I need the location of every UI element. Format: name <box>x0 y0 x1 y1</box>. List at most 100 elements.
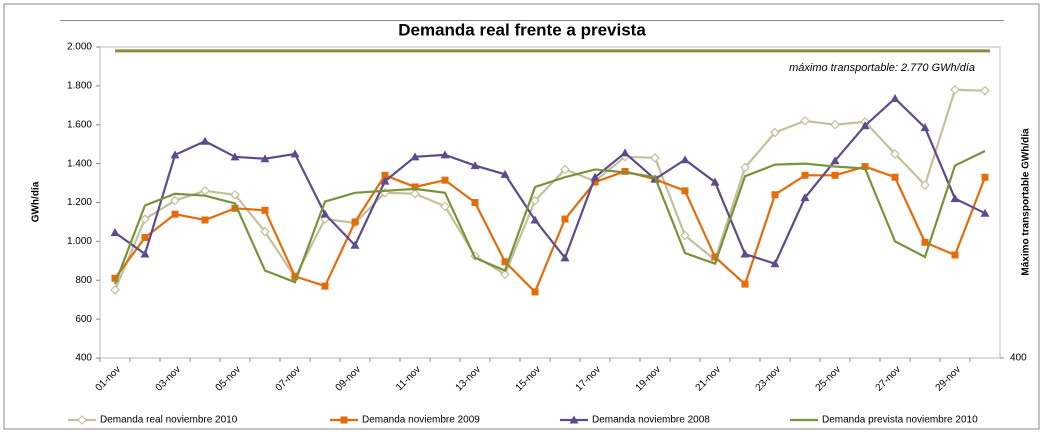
y-tick-label: 600 <box>75 314 92 325</box>
marker <box>560 164 570 175</box>
marker <box>231 204 239 212</box>
marker <box>441 176 449 184</box>
x-tick-label: 21-nov <box>694 364 723 393</box>
y-tick-label: 400 <box>75 353 92 364</box>
marker <box>860 121 870 130</box>
marker <box>771 191 779 199</box>
marker <box>920 123 930 132</box>
marker <box>170 195 180 206</box>
marker <box>980 208 990 217</box>
marker <box>260 226 270 237</box>
x-tick-label: 15-nov <box>514 364 543 393</box>
marker <box>230 189 240 200</box>
marker <box>170 150 180 159</box>
marker <box>650 152 660 163</box>
marker <box>561 215 569 223</box>
marker <box>770 127 780 138</box>
marker <box>531 288 539 296</box>
marker <box>230 152 240 161</box>
marker <box>351 218 359 226</box>
series-line <box>114 165 987 294</box>
y-tick-label: 1.800 <box>67 81 92 92</box>
marker <box>711 253 719 261</box>
chart-border <box>3 3 1040 430</box>
y2-tick-label: 400 <box>1010 353 1027 364</box>
y-tick-label: 1.200 <box>67 197 92 208</box>
x-tick-label: 03-nov <box>154 364 183 393</box>
marker <box>381 171 389 179</box>
marker <box>830 119 840 130</box>
marker <box>950 84 960 95</box>
marker <box>591 178 599 186</box>
marker <box>980 85 990 96</box>
series-line <box>114 97 986 266</box>
y-tick-label: 1.000 <box>67 236 92 247</box>
marker <box>710 177 720 186</box>
marker <box>321 282 329 290</box>
marker <box>171 210 179 218</box>
marker <box>350 240 360 249</box>
marker <box>320 209 330 218</box>
marker <box>891 173 899 181</box>
legend-label: Demanda noviembre 2009 <box>362 415 480 426</box>
marker <box>340 416 348 424</box>
marker <box>410 152 420 161</box>
marker <box>77 415 87 425</box>
marker <box>920 180 930 190</box>
marker <box>260 154 270 163</box>
marker <box>950 194 960 203</box>
x-tick-label: 09-nov <box>334 364 363 393</box>
x-tick-label: 23-nov <box>754 364 783 393</box>
marker <box>290 149 300 158</box>
x-tick-label: 01-nov <box>94 364 123 393</box>
marker <box>200 136 210 145</box>
x-tick-label: 19-nov <box>634 364 663 393</box>
marker <box>110 228 120 237</box>
marker <box>951 251 959 259</box>
legend-label: Demanda noviembre 2008 <box>592 415 710 426</box>
x-tick-label: 25-nov <box>814 364 843 393</box>
x-tick-label: 27-nov <box>874 364 903 393</box>
legend-label: Demanda real noviembre 2010 <box>100 415 238 426</box>
y2-axis-label: Máximo transportable GWh/día <box>1021 128 1032 276</box>
marker <box>140 249 150 258</box>
marker <box>890 94 900 103</box>
marker <box>530 215 540 224</box>
marker <box>740 162 750 173</box>
marker <box>501 258 509 266</box>
marker <box>530 195 540 206</box>
x-tick-label: 17-nov <box>574 364 603 393</box>
y-tick-label: 2.000 <box>67 42 92 53</box>
marker <box>831 171 839 179</box>
marker <box>291 272 299 280</box>
marker <box>140 214 150 224</box>
marker <box>590 172 600 181</box>
series-line <box>113 150 986 285</box>
series-line <box>113 88 986 291</box>
marker <box>740 249 750 258</box>
x-tick-label: 07-nov <box>274 364 303 393</box>
marker <box>500 269 510 280</box>
y-axis-label: GWh/día <box>31 181 42 222</box>
y-tick-label: 1.600 <box>67 119 92 130</box>
marker <box>470 161 480 170</box>
marker <box>560 253 570 262</box>
x-tick-label: 11-nov <box>394 364 423 393</box>
title-rule <box>60 20 1004 21</box>
marker <box>680 155 690 164</box>
marker <box>201 216 209 224</box>
marker <box>741 280 749 288</box>
y-tick-label: 1.400 <box>67 158 92 169</box>
marker <box>569 415 579 424</box>
marker <box>411 183 419 191</box>
marker <box>111 274 119 282</box>
marker <box>620 148 630 157</box>
marker <box>680 230 690 241</box>
marker <box>380 176 390 185</box>
marker <box>770 259 780 268</box>
annotation: máximo transportable: 2.770 GWh/día <box>789 62 975 74</box>
marker <box>861 163 869 171</box>
chart-title: Demanda real frente a prevista <box>398 20 646 39</box>
marker <box>200 185 210 196</box>
